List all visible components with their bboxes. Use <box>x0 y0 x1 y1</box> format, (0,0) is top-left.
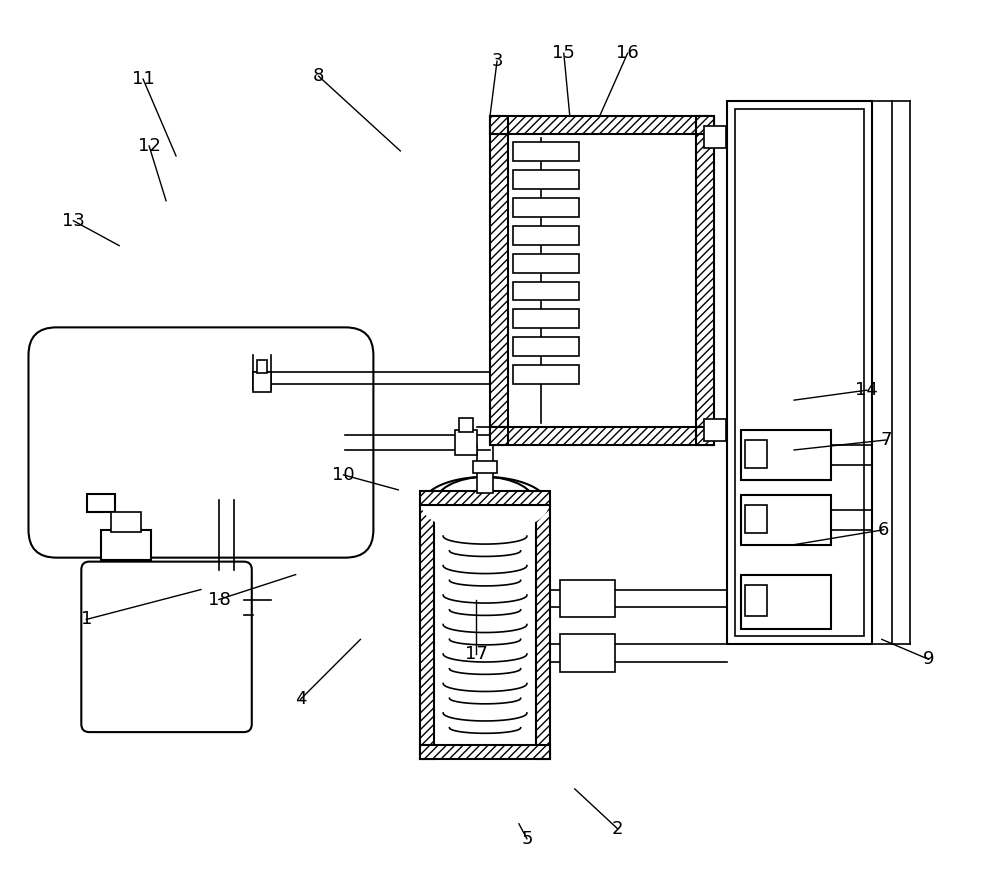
Text: 2: 2 <box>612 820 623 837</box>
Bar <box>696 427 714 445</box>
Bar <box>101 530 151 560</box>
Bar <box>459 418 473 432</box>
Bar <box>490 134 508 427</box>
Bar <box>536 505 550 759</box>
Bar <box>745 440 767 468</box>
Text: 9: 9 <box>923 651 934 668</box>
Bar <box>727 101 872 644</box>
Text: 7: 7 <box>880 431 892 449</box>
FancyBboxPatch shape <box>28 328 373 558</box>
Bar <box>420 491 550 505</box>
Text: 5: 5 <box>521 829 533 848</box>
Bar <box>741 430 831 480</box>
Bar <box>741 575 831 629</box>
Bar <box>560 635 615 672</box>
Bar <box>704 419 726 441</box>
Text: 17: 17 <box>465 645 488 663</box>
Bar <box>745 585 767 617</box>
Text: 1: 1 <box>81 611 92 628</box>
Text: 18: 18 <box>208 591 230 609</box>
Text: 16: 16 <box>616 44 639 62</box>
FancyBboxPatch shape <box>81 562 252 732</box>
Bar <box>513 337 579 356</box>
Bar <box>490 427 508 445</box>
Bar <box>513 254 579 272</box>
Bar <box>508 134 696 427</box>
Bar <box>513 170 579 189</box>
Bar <box>696 134 714 427</box>
Bar <box>735 109 864 636</box>
Text: 4: 4 <box>295 691 306 708</box>
Bar <box>477 471 493 493</box>
Bar <box>111 512 141 531</box>
Bar <box>253 372 271 392</box>
Text: 8: 8 <box>313 67 324 85</box>
Bar <box>455 430 477 455</box>
Ellipse shape <box>421 477 549 533</box>
Bar <box>696 116 714 134</box>
Bar <box>741 495 831 545</box>
Text: 6: 6 <box>878 521 889 538</box>
Bar <box>87 494 115 512</box>
Bar <box>434 519 536 745</box>
Bar <box>513 365 579 384</box>
Text: 11: 11 <box>132 70 154 88</box>
Text: 15: 15 <box>552 44 575 62</box>
Bar <box>513 281 579 301</box>
Bar <box>513 226 579 245</box>
Polygon shape <box>422 477 548 505</box>
Bar <box>513 142 579 161</box>
Bar <box>513 198 579 216</box>
Bar <box>420 505 434 759</box>
Bar <box>513 310 579 328</box>
Bar <box>257 360 267 373</box>
Text: 3: 3 <box>491 53 503 70</box>
Bar <box>473 461 497 473</box>
Bar <box>560 579 615 618</box>
Text: 14: 14 <box>855 381 878 400</box>
Text: 13: 13 <box>62 212 85 230</box>
Bar <box>490 116 508 134</box>
Text: 12: 12 <box>138 137 161 155</box>
Bar <box>490 427 714 445</box>
Bar <box>704 126 726 148</box>
Bar <box>420 745 550 759</box>
Text: 10: 10 <box>332 465 355 484</box>
Bar <box>745 505 767 533</box>
Bar <box>490 116 714 134</box>
